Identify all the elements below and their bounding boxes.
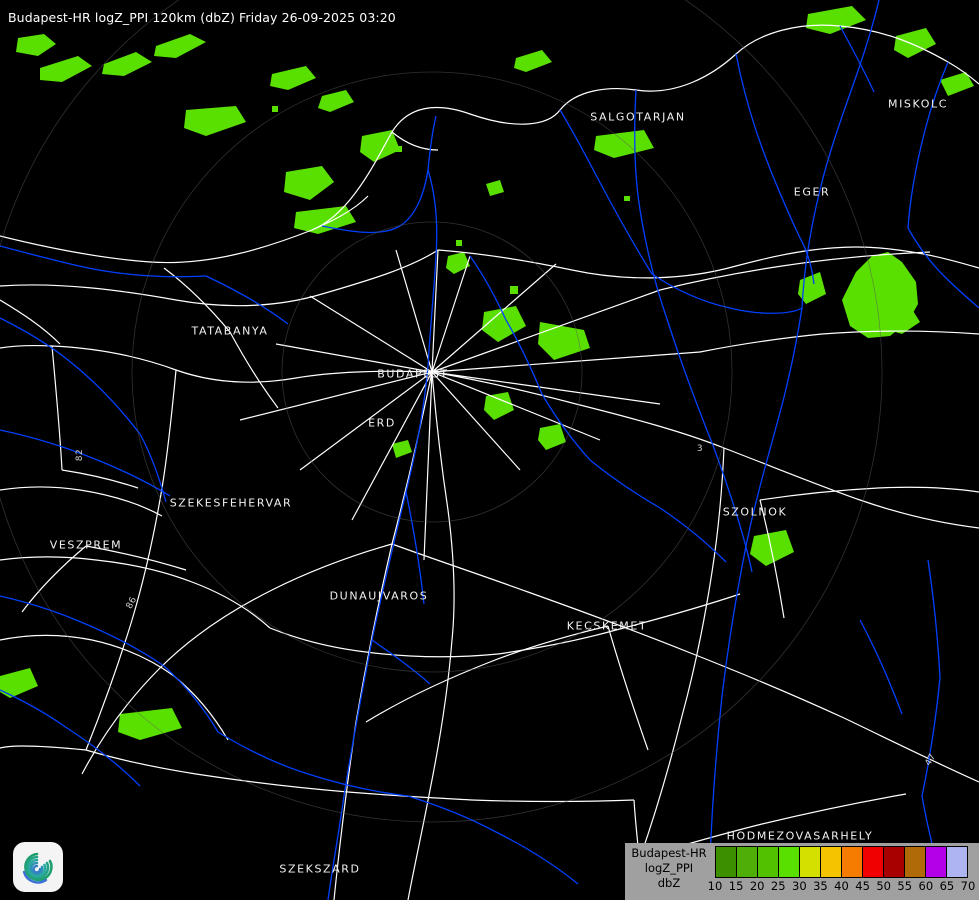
legend-panel: Budapest-HR logZ_PPI dbZ 10 15 20 25 30 35 40 4… — [625, 843, 979, 900]
legend-scale: 10 15 20 25 30 35 40 45 50 55 60 65 70 — [708, 843, 979, 896]
omsz-spiral-logo[interactable] — [13, 842, 63, 892]
colorbar-swatch-30dbz — [800, 847, 821, 877]
range-ring-layer — [0, 0, 883, 823]
colorbar-swatch-10dbz — [716, 847, 737, 877]
colorbar-swatch-40dbz — [842, 847, 863, 877]
colorbar-swatch-35dbz — [821, 847, 842, 877]
legend-line-1: Budapest-HR — [631, 846, 707, 860]
colorbar — [715, 846, 968, 878]
colorbar-tick-25: 25 — [770, 879, 786, 893]
colorbar-tick-40: 40 — [834, 879, 849, 893]
radar-echo-layer — [0, 6, 974, 740]
colorbar-swatch-65dbz — [947, 847, 967, 877]
city-label-budapest: BUDAPEST — [377, 367, 449, 381]
city-label-tatabanya: TATABANYA — [191, 324, 269, 338]
colorbar-tick-10: 10 — [707, 879, 723, 893]
colorbar-tick-65: 65 — [939, 879, 955, 893]
city-label-hodmezovasarhely: HODMEZOVASARHELY — [726, 829, 874, 843]
road-number: 3 — [696, 444, 704, 454]
spiral-icon — [22, 852, 53, 884]
colorbar-tick-60: 60 — [918, 879, 934, 893]
border-layer — [0, 24, 979, 900]
colorbar-tick-55: 55 — [897, 879, 913, 893]
colorbar-swatch-45dbz — [863, 847, 884, 877]
legend-line-3: dbZ — [657, 876, 681, 890]
colorbar-tick-70: 70 — [960, 879, 976, 893]
colorbar-tick-20: 20 — [749, 879, 765, 893]
colorbar-tick-30: 30 — [792, 879, 807, 893]
legend-caption: Budapest-HR logZ_PPI dbZ — [625, 843, 713, 891]
city-label-erd: ERD — [368, 416, 396, 430]
colorbar-tick-15: 15 — [728, 879, 744, 893]
city-label-dunaujvaros: DUNAUJVAROS — [329, 589, 429, 603]
city-label-szolnok: SZOLNOK — [722, 505, 788, 519]
legend-line-2: logZ_PPI — [644, 861, 694, 875]
colorbar-tick-50: 50 — [876, 879, 891, 893]
city-label-szekszard: SZEKSZARD — [279, 862, 361, 876]
city-label-kecskemet: KECSKEMET — [566, 619, 648, 633]
colorbar-swatch-15dbz — [737, 847, 758, 877]
colorbar-tick-35: 35 — [813, 879, 828, 893]
city-label-miskolc: MISKOLC — [888, 97, 948, 111]
colorbar-ticks: 10 15 20 25 30 35 40 45 50 55 60 65 70 — [708, 878, 976, 896]
page-title: Budapest-HR logZ_PPI 120km (dbZ) Friday … — [8, 10, 396, 25]
city-label-veszprem: VESZPREM — [49, 538, 123, 552]
colorbar-swatch-25dbz — [779, 847, 800, 877]
city-label-szekesfehervar: SZEKESFEHERVAR — [169, 496, 293, 510]
colorbar-swatch-20dbz — [758, 847, 779, 877]
colorbar-swatch-60dbz — [926, 847, 947, 877]
colorbar-tick-45: 45 — [855, 879, 870, 893]
road-number: 82 — [75, 448, 85, 462]
city-label-salgotarjan: SALGOTARJAN — [590, 110, 686, 124]
city-label-eger: EGER — [793, 185, 831, 199]
colorbar-swatch-50dbz — [884, 847, 905, 877]
colorbar-swatch-55dbz — [905, 847, 926, 877]
